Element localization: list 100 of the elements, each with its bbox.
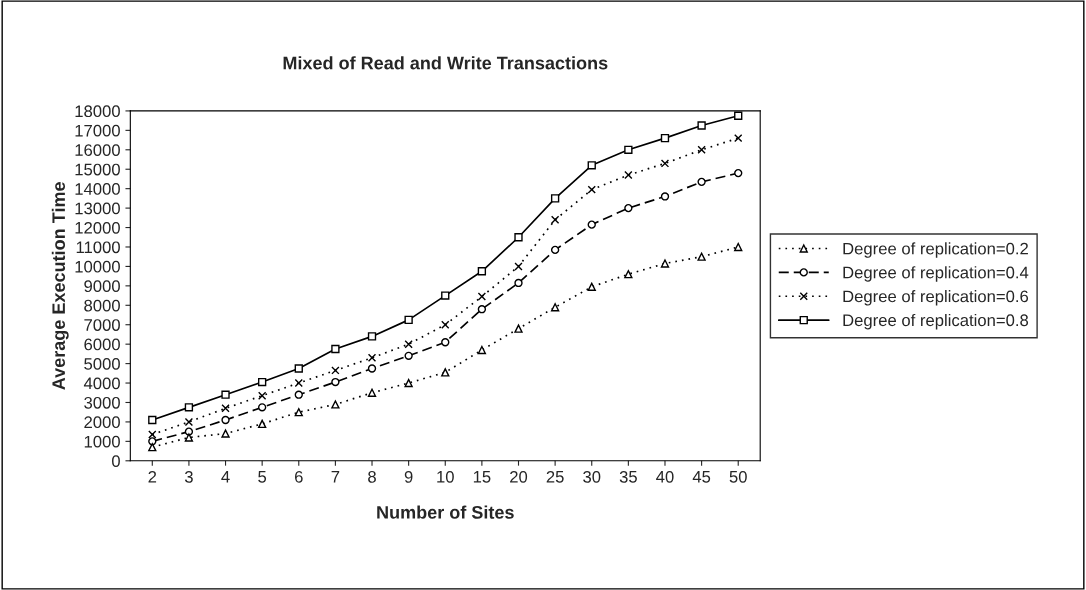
point	[477, 305, 487, 314]
x-tick-label: 10	[437, 470, 454, 483]
x-tick-label: 45	[692, 471, 711, 483]
x-tick-label: 30	[583, 470, 601, 483]
x-tick-label: 5	[258, 471, 267, 483]
point	[221, 429, 230, 438]
point	[734, 133, 743, 143]
point	[660, 159, 670, 168]
point	[550, 303, 560, 312]
point	[441, 338, 450, 347]
point	[660, 133, 670, 143]
y-tick-label: 13000	[75, 202, 120, 215]
point	[257, 391, 267, 400]
point	[294, 408, 303, 417]
point	[331, 344, 340, 354]
point	[587, 220, 596, 229]
x-tick-label: 3	[184, 470, 193, 483]
point	[331, 400, 340, 409]
point	[660, 192, 670, 201]
point	[697, 145, 706, 154]
y-tick-label: 14000	[75, 183, 120, 195]
point	[184, 403, 194, 412]
point	[441, 320, 450, 329]
y-tick-label: 4000	[83, 377, 120, 390]
y-axis-title: Average Execution Time	[51, 182, 69, 390]
y-tick-label: 15000	[75, 163, 120, 176]
y-tick-label: 11000	[76, 241, 120, 254]
x-tick-label: 6	[294, 470, 303, 483]
y-tick-label: 1000	[84, 435, 120, 448]
y-tick-label: 17000	[75, 124, 120, 137]
point	[404, 339, 413, 349]
point	[587, 161, 596, 170]
x-tick-label: 8	[368, 470, 376, 483]
point	[184, 427, 194, 436]
y-tick-label: 12000	[75, 221, 120, 234]
legend-label: Degree of replication=0.8	[843, 313, 1029, 330]
point	[441, 368, 450, 377]
point	[148, 443, 157, 452]
point	[734, 111, 743, 120]
y-tick-label: 8000	[84, 299, 120, 312]
point	[404, 378, 413, 388]
point	[697, 252, 706, 261]
x-tick-label: 35	[619, 470, 637, 483]
x-axis-title: Number of Sites	[377, 505, 514, 519]
point	[294, 364, 303, 373]
legend-label: Degree of replication=0.6	[843, 290, 1029, 306]
point	[587, 185, 596, 194]
point	[221, 404, 230, 413]
point	[148, 415, 157, 425]
point	[624, 203, 633, 213]
x-tick-label: 7	[331, 471, 340, 483]
point	[221, 415, 230, 425]
x-tick-label: 25	[546, 470, 564, 483]
point	[477, 292, 487, 301]
point	[587, 282, 596, 291]
y-tick-label: 6000	[84, 338, 120, 351]
legend-label: Degree of replication=0.2	[843, 242, 1028, 258]
point	[624, 145, 633, 154]
point	[734, 242, 743, 252]
point	[294, 390, 303, 399]
point	[477, 345, 487, 355]
point	[331, 366, 340, 375]
point	[514, 262, 523, 271]
y-tick-label: 3000	[84, 396, 120, 409]
point	[257, 419, 267, 429]
y-tick-label: 5000	[84, 358, 120, 370]
x-tick-label: 2	[148, 470, 157, 483]
point	[367, 364, 377, 373]
point	[148, 437, 157, 446]
point	[404, 315, 413, 325]
y-tick-label: 10000	[75, 260, 120, 273]
y-tick-label: 18000	[75, 105, 120, 118]
point	[404, 351, 413, 360]
x-tick-label: 20	[510, 470, 528, 483]
x-tick-label: 15	[473, 471, 491, 483]
point	[697, 121, 706, 130]
point	[660, 259, 670, 268]
point	[441, 291, 450, 300]
x-tick-label: 50	[729, 470, 747, 483]
point	[514, 324, 523, 333]
point	[184, 417, 194, 427]
y-tick-label: 2000	[84, 416, 120, 429]
point	[624, 170, 633, 180]
point	[148, 430, 157, 439]
point	[734, 168, 743, 178]
point	[550, 215, 560, 224]
x-tick-label: 4	[221, 471, 230, 483]
point	[550, 245, 560, 255]
point	[257, 403, 267, 412]
point	[697, 177, 706, 187]
chart-title: Mixed of Read and Write Transactions	[283, 56, 608, 70]
point	[331, 377, 340, 387]
x-tick-label: 9	[404, 470, 413, 483]
point	[514, 278, 523, 288]
point	[221, 390, 230, 399]
point	[550, 194, 560, 203]
point	[514, 233, 523, 242]
point	[477, 267, 487, 276]
y-tick-label: 9000	[84, 280, 120, 293]
y-tick-label: 0	[111, 455, 120, 467]
